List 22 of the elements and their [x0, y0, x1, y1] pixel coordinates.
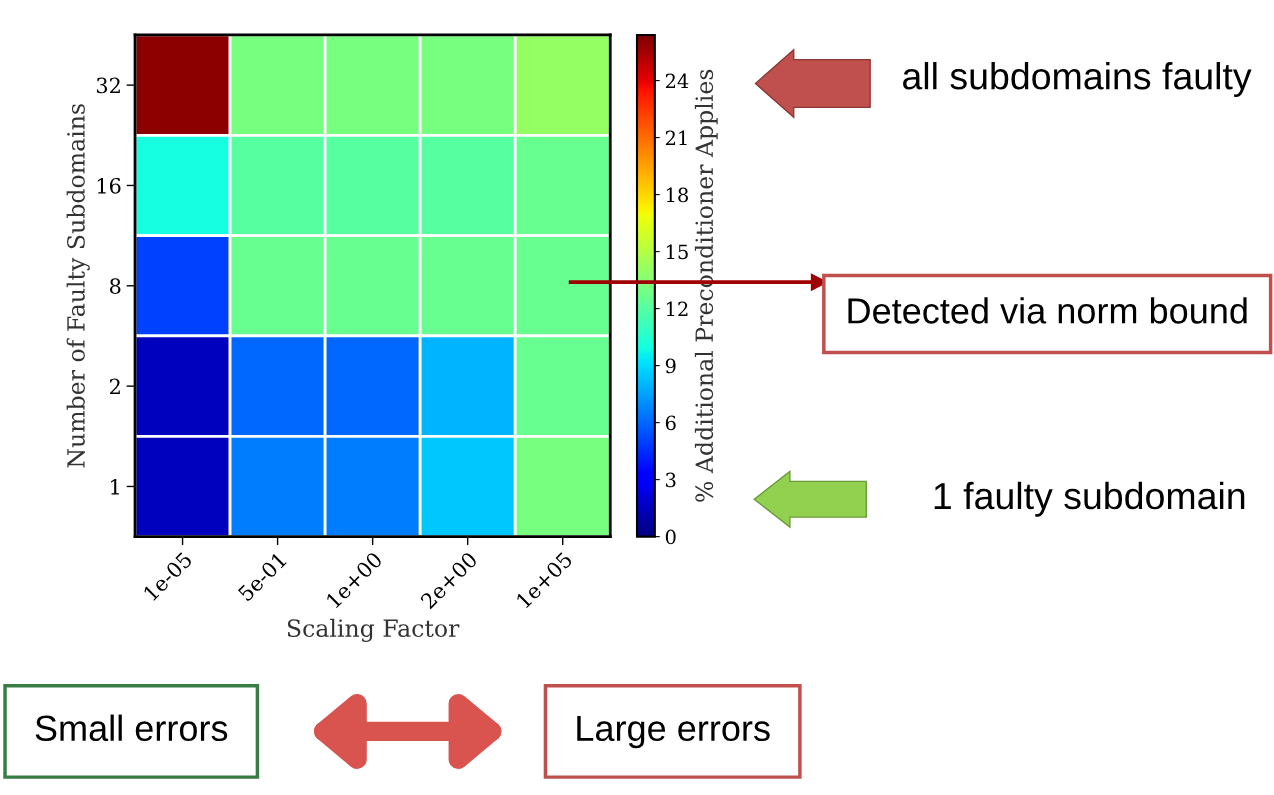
- color-bar-label: 0: [665, 529, 676, 545]
- color-bar-label: 15: [666, 244, 688, 260]
- color-bar-label: 6: [665, 415, 676, 431]
- color-bar-label: 12: [666, 301, 688, 316]
- color-bar-label: 9: [665, 358, 676, 374]
- color-bar-label: 18: [666, 187, 688, 203]
- y-tick-label: 8: [109, 278, 121, 295]
- text: all subdomains faulty: [903, 62, 1252, 97]
- text: 1 faulty subdomain: [934, 481, 1245, 517]
- color-bar-label: 21: [665, 130, 687, 145]
- text: Large errors: [577, 715, 770, 749]
- text: Detected via norm bound: [848, 297, 1247, 324]
- color-bar-label: 3: [666, 472, 676, 488]
- y-tick-label: 32: [96, 77, 120, 94]
- color-bar-label: 24: [665, 73, 689, 88]
- color-bar-title: % Additional Preconditioner Applies: [694, 69, 718, 502]
- y-axis-title: Number of Faulty Subdomains: [66, 104, 90, 468]
- y-tick-label: 16: [97, 177, 121, 194]
- x-axis-title: Scaling Factor: [287, 618, 460, 642]
- y-tick-label: 1: [111, 478, 119, 495]
- text: Small errors: [35, 714, 228, 742]
- y-tick-label: 2: [110, 378, 120, 395]
